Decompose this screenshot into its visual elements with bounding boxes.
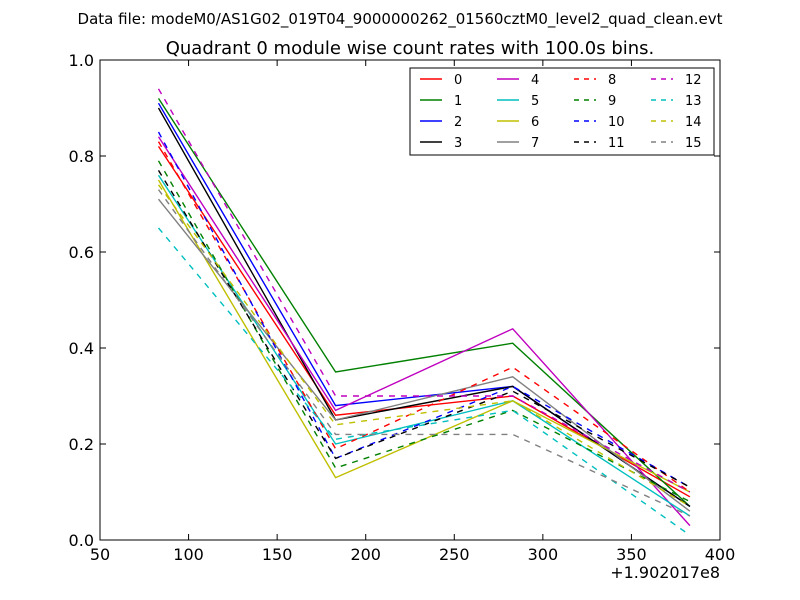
series-line-7 <box>157 198 691 512</box>
series-line-15 <box>157 189 691 517</box>
legend-label-3: 3 <box>454 136 462 151</box>
legend-label-9: 9 <box>608 94 616 109</box>
legend-label-14: 14 <box>685 115 702 130</box>
series-line-3 <box>157 107 691 507</box>
series-layer <box>157 88 691 536</box>
legend-label-2: 2 <box>454 115 462 130</box>
y-tick-label: 0.4 <box>69 339 94 358</box>
legend-label-12: 12 <box>685 73 702 88</box>
y-tick-label: 0.0 <box>69 531 94 550</box>
x-tick-label: 350 <box>616 545 647 564</box>
legend-label-6: 6 <box>531 115 539 130</box>
chart-title: Quadrant 0 module wise count rates with … <box>166 38 655 59</box>
x-tick-label: 400 <box>705 545 736 564</box>
series-line-10 <box>157 131 691 488</box>
x-axis-offset-label: +1.902017e8 <box>610 563 720 582</box>
legend-label-5: 5 <box>531 94 539 109</box>
x-tick-label: 300 <box>528 545 559 564</box>
y-tick-label: 0.8 <box>69 147 94 166</box>
legend-label-10: 10 <box>608 115 625 130</box>
legend-label-1: 1 <box>454 94 462 109</box>
y-tick-label: 0.6 <box>69 243 94 262</box>
y-tick-label: 0.2 <box>69 435 94 454</box>
legend-label-7: 7 <box>531 136 539 151</box>
x-tick-label: 150 <box>262 545 293 564</box>
legend-label-0: 0 <box>454 73 462 88</box>
y-axis: 0.0 0.2 0.4 0.6 0.8 1.0 <box>69 51 720 550</box>
chart-suptitle: Data file: modeM0/AS1G02_019T04_90000002… <box>78 10 723 29</box>
x-tick-label: 200 <box>350 545 381 564</box>
plot-area-frame <box>99 59 721 541</box>
series-line-2 <box>157 102 691 507</box>
legend-label-11: 11 <box>608 136 625 151</box>
series-line-9 <box>157 160 691 503</box>
series-line-1 <box>157 98 691 507</box>
series-line-4 <box>157 136 691 527</box>
series-line-14 <box>157 184 691 508</box>
legend-label-13: 13 <box>685 94 702 109</box>
legend-label-4: 4 <box>531 73 539 88</box>
legend-label-15: 15 <box>685 136 702 151</box>
x-tick-label: 50 <box>90 545 110 564</box>
x-tick-label: 250 <box>439 545 470 564</box>
series-line-13 <box>157 227 691 536</box>
legend-frame <box>409 67 715 156</box>
y-tick-label: 1.0 <box>69 51 94 70</box>
x-axis: 50 100 150 200 250 300 350 400 <box>90 60 735 564</box>
legend-label-8: 8 <box>608 73 616 88</box>
x-tick-label: 100 <box>173 545 204 564</box>
